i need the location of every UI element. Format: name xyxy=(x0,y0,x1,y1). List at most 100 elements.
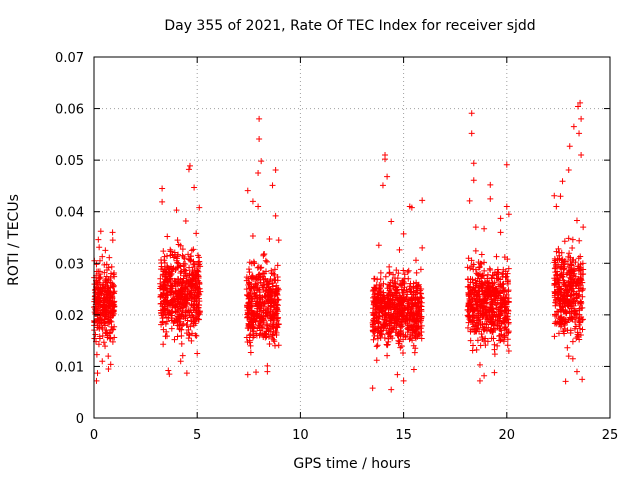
data-point xyxy=(496,325,503,332)
data-point xyxy=(417,317,424,324)
data-point xyxy=(243,334,250,341)
data-point xyxy=(400,377,407,384)
data-point xyxy=(395,332,402,339)
data-point xyxy=(101,261,108,268)
data-point xyxy=(104,288,111,295)
data-points xyxy=(91,99,587,393)
data-point xyxy=(272,166,279,173)
data-point xyxy=(409,299,416,306)
data-point xyxy=(484,289,491,296)
data-point xyxy=(505,265,512,272)
data-point xyxy=(108,263,115,270)
data-point xyxy=(575,285,582,292)
data-point xyxy=(246,285,253,292)
data-point xyxy=(480,326,487,333)
data-point xyxy=(159,198,166,205)
data-point xyxy=(566,250,573,257)
data-point xyxy=(576,311,583,318)
data-point xyxy=(187,256,194,263)
data-point xyxy=(257,265,264,272)
data-point xyxy=(469,306,476,313)
data-point xyxy=(377,299,384,306)
data-point xyxy=(95,279,102,286)
data-point xyxy=(93,319,100,326)
data-point xyxy=(379,182,386,189)
data-point xyxy=(497,312,504,319)
data-point xyxy=(557,193,564,200)
data-point xyxy=(405,275,412,282)
data-point xyxy=(388,386,395,393)
data-point xyxy=(495,290,502,297)
data-point xyxy=(164,291,171,298)
data-point xyxy=(404,269,411,276)
data-point xyxy=(184,291,191,298)
data-point xyxy=(479,283,486,290)
data-point xyxy=(566,286,573,293)
data-point xyxy=(503,161,510,168)
data-point xyxy=(109,280,116,287)
data-point xyxy=(176,294,183,301)
data-point xyxy=(381,322,388,329)
data-point xyxy=(172,309,179,316)
data-point xyxy=(491,346,498,353)
data-point xyxy=(160,326,167,333)
data-point xyxy=(110,301,117,308)
data-point xyxy=(417,302,424,309)
data-point xyxy=(565,166,572,173)
data-point xyxy=(245,266,252,273)
data-point xyxy=(569,355,576,362)
data-point xyxy=(483,303,490,310)
data-point xyxy=(490,335,497,342)
data-point xyxy=(109,229,116,236)
data-point xyxy=(158,257,165,264)
data-point xyxy=(194,252,201,259)
data-point xyxy=(244,338,251,345)
data-point xyxy=(274,315,281,322)
data-point xyxy=(103,273,110,280)
data-point xyxy=(565,235,572,242)
data-point xyxy=(551,290,558,297)
data-point xyxy=(379,307,386,314)
data-point xyxy=(253,275,260,282)
data-point xyxy=(464,264,471,271)
data-point xyxy=(498,320,505,327)
data-point xyxy=(265,333,272,340)
data-point xyxy=(170,254,177,261)
data-point xyxy=(372,299,379,306)
data-point xyxy=(579,316,586,323)
data-point xyxy=(393,309,400,316)
data-point xyxy=(179,252,186,259)
y-tick-label: 0.04 xyxy=(55,206,84,221)
data-point xyxy=(407,280,414,287)
data-point xyxy=(504,299,511,306)
data-point xyxy=(392,329,399,336)
data-point xyxy=(561,330,568,337)
data-point xyxy=(413,324,420,331)
data-point xyxy=(392,283,399,290)
data-point xyxy=(559,273,566,280)
data-point xyxy=(473,325,480,332)
data-point xyxy=(479,310,486,317)
data-point xyxy=(466,312,473,319)
data-point xyxy=(469,347,476,354)
data-point xyxy=(565,353,572,360)
data-point xyxy=(105,303,112,310)
data-point xyxy=(576,130,583,137)
data-point xyxy=(396,308,403,315)
data-point xyxy=(97,228,104,235)
data-point xyxy=(257,318,264,325)
y-tick-label: 0.05 xyxy=(55,154,84,169)
data-point xyxy=(160,248,167,255)
data-point xyxy=(273,324,280,331)
data-point xyxy=(570,302,577,309)
data-point xyxy=(267,317,274,324)
data-point xyxy=(107,291,114,298)
data-point xyxy=(159,185,166,192)
data-point xyxy=(185,256,192,263)
data-point xyxy=(192,276,199,283)
data-point xyxy=(161,253,168,260)
data-point xyxy=(400,267,407,274)
data-point xyxy=(551,255,558,262)
data-point xyxy=(405,326,412,333)
data-point xyxy=(178,340,185,347)
